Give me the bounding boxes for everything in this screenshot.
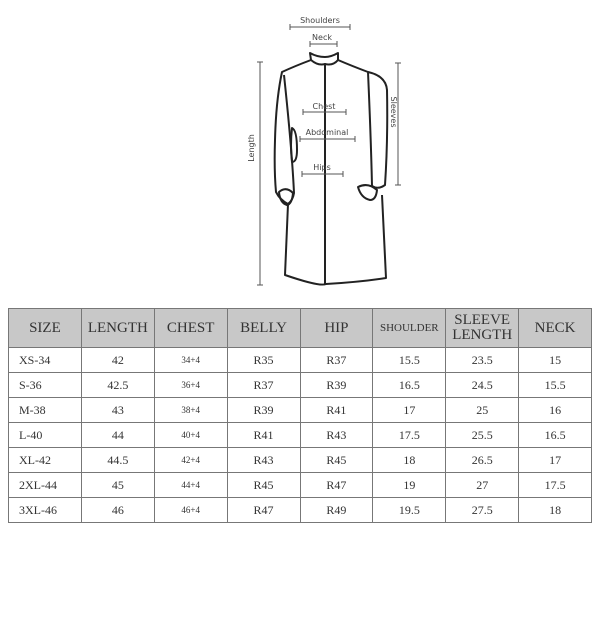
header-shoulder: SHOULDER — [372, 308, 447, 348]
cell-length: 44.5 — [80, 447, 155, 473]
label-shoulders: Shoulders — [300, 16, 340, 25]
cell-length: 43 — [80, 397, 155, 423]
cell-chest: 44+4 — [153, 472, 228, 498]
cell-size: XS-34 — [8, 347, 82, 373]
cell-neck: 15 — [518, 347, 592, 373]
table-row: 2XL-44 45 44+4 R45 R47 19 27 17.5 — [8, 472, 592, 498]
cell-belly: R39 — [226, 397, 301, 423]
cell-chest: 42+4 — [153, 447, 228, 473]
cell-hip: R47 — [299, 472, 374, 498]
label-hips: Hips — [313, 163, 330, 172]
header-belly: BELLY — [226, 308, 301, 348]
label-chest: Chest — [313, 102, 336, 111]
cell-chest: 36+4 — [153, 372, 228, 398]
cell-chest: 38+4 — [153, 397, 228, 423]
cell-neck: 15.5 — [518, 372, 592, 398]
table-row: L-40 44 40+4 R41 R43 17.5 25.5 16.5 — [8, 422, 592, 448]
cell-sleeve-length: 25 — [445, 397, 520, 423]
header-neck: NECK — [518, 308, 592, 348]
cell-shoulder: 19 — [372, 472, 447, 498]
cell-length: 42 — [80, 347, 155, 373]
table-row: M-38 43 38+4 R39 R41 17 25 16 — [8, 397, 592, 423]
table-row: XS-34 42 34+4 R35 R37 15.5 23.5 15 — [8, 347, 592, 373]
table-row: XL-42 44.5 42+4 R43 R45 18 26.5 17 — [8, 447, 592, 473]
cell-hip: R39 — [299, 372, 374, 398]
cell-shoulder: 19.5 — [372, 497, 447, 523]
cell-hip: R43 — [299, 422, 374, 448]
cell-sleeve-length: 24.5 — [445, 372, 520, 398]
measure-lines — [257, 24, 401, 286]
cell-size: 2XL-44 — [8, 472, 82, 498]
cell-shoulder: 15.5 — [372, 347, 447, 373]
label-abdominal: Abdominal — [306, 128, 349, 137]
cell-hip: R45 — [299, 447, 374, 473]
cell-shoulder: 18 — [372, 447, 447, 473]
cell-neck: 17.5 — [518, 472, 592, 498]
cell-sleeve-length: 26.5 — [445, 447, 520, 473]
cell-length: 45 — [80, 472, 155, 498]
cell-neck: 16 — [518, 397, 592, 423]
cell-size: L-40 — [8, 422, 82, 448]
cell-belly: R47 — [226, 497, 301, 523]
table-row: S-36 42.5 36+4 R37 R39 16.5 24.5 15.5 — [8, 372, 592, 398]
header-sleeve-length: SLEEVE LENGTH — [445, 308, 520, 348]
table-row: 3XL-46 46 46+4 R47 R49 19.5 27.5 18 — [8, 497, 592, 523]
cell-sleeve-length: 27 — [445, 472, 520, 498]
cell-sleeve-length: 27.5 — [445, 497, 520, 523]
garment-measurement-diagram: Shoulders Neck Chest Abdominal Hips Leng… — [247, 16, 401, 286]
cell-size: XL-42 — [8, 447, 82, 473]
header-chest: CHEST — [153, 308, 228, 348]
label-sleeves: Sleeves — [389, 97, 398, 128]
cell-shoulder: 17 — [372, 397, 447, 423]
cell-belly: R41 — [226, 422, 301, 448]
cell-neck: 18 — [518, 497, 592, 523]
label-neck: Neck — [312, 33, 332, 42]
cell-neck: 16.5 — [518, 422, 592, 448]
header-size: SIZE — [8, 308, 82, 348]
size-chart-table: SIZE LENGTH CHEST BELLY HIP SHOULDER SLE… — [8, 308, 592, 523]
cell-chest: 34+4 — [153, 347, 228, 373]
cell-hip: R49 — [299, 497, 374, 523]
cell-sleeve-length: 25.5 — [445, 422, 520, 448]
cell-belly: R35 — [226, 347, 301, 373]
cell-belly: R37 — [226, 372, 301, 398]
cell-size: M-38 — [8, 397, 82, 423]
header-length: LENGTH — [80, 308, 155, 348]
cell-length: 44 — [80, 422, 155, 448]
cell-hip: R37 — [299, 347, 374, 373]
cell-hip: R41 — [299, 397, 374, 423]
cell-chest: 46+4 — [153, 497, 228, 523]
table-header-row: SIZE LENGTH CHEST BELLY HIP SHOULDER SLE… — [8, 308, 592, 348]
header-hip: HIP — [299, 308, 374, 348]
cell-size: 3XL-46 — [8, 497, 82, 523]
cell-length: 46 — [80, 497, 155, 523]
cell-sleeve-length: 23.5 — [445, 347, 520, 373]
cell-chest: 40+4 — [153, 422, 228, 448]
coat-outline — [273, 52, 389, 286]
label-length: Length — [247, 134, 256, 162]
cell-length: 42.5 — [80, 372, 155, 398]
cell-neck: 17 — [518, 447, 592, 473]
cell-belly: R43 — [226, 447, 301, 473]
cell-shoulder: 17.5 — [372, 422, 447, 448]
cell-shoulder: 16.5 — [372, 372, 447, 398]
cell-size: S-36 — [8, 372, 82, 398]
cell-belly: R45 — [226, 472, 301, 498]
